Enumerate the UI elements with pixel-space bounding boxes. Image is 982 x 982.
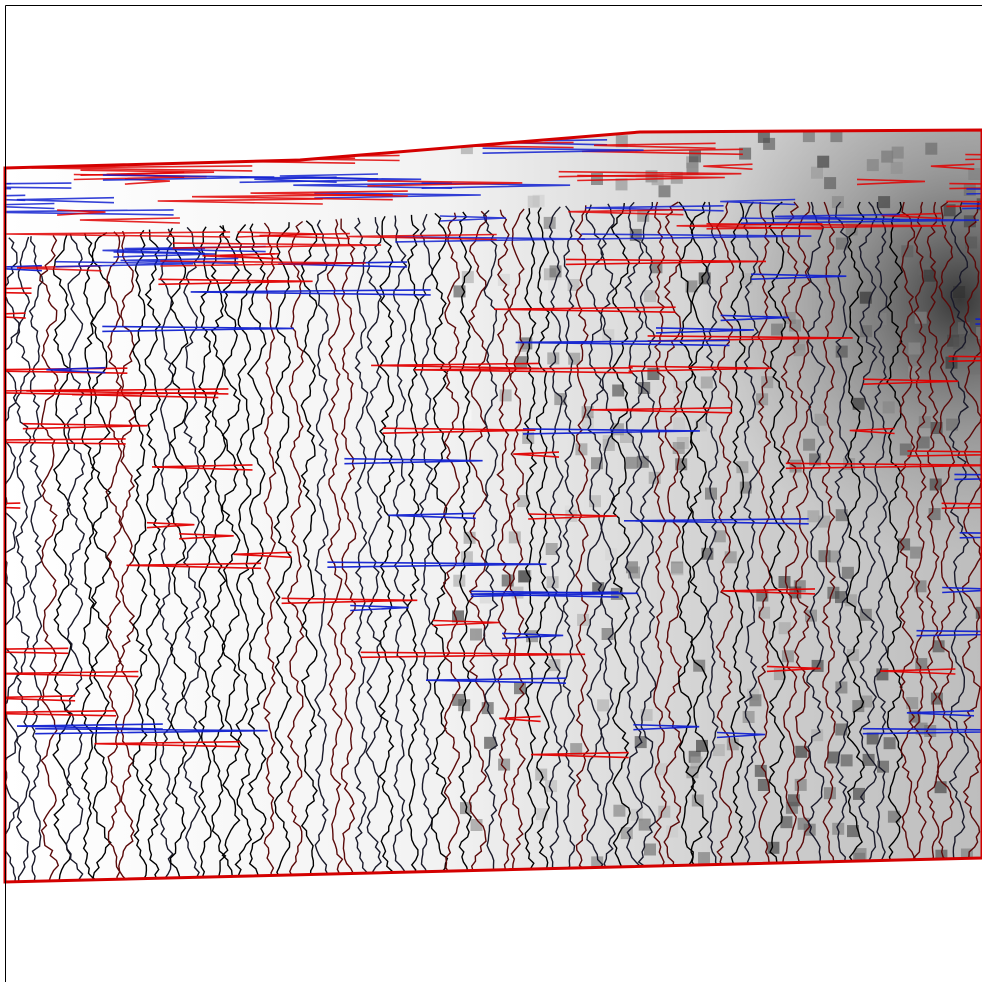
cell	[824, 177, 836, 189]
seismic-view	[0, 0, 982, 982]
cell	[698, 852, 710, 864]
cell	[736, 461, 748, 473]
cell	[898, 538, 910, 550]
cell	[925, 143, 937, 155]
cell	[794, 344, 806, 356]
cell	[727, 738, 739, 750]
cell	[644, 290, 656, 302]
cell	[692, 795, 704, 807]
cell	[883, 401, 895, 413]
cell	[577, 614, 589, 626]
cell	[965, 237, 977, 249]
cell	[855, 848, 867, 860]
cell	[528, 196, 540, 208]
cell	[502, 575, 514, 587]
cell	[639, 819, 651, 831]
cell	[946, 357, 958, 369]
cell	[767, 842, 779, 854]
cell	[671, 563, 683, 575]
cell	[779, 576, 791, 588]
cell	[515, 356, 527, 368]
cell	[842, 567, 854, 579]
page: {} (() => { const data = JSON.parse(docu…	[0, 0, 982, 982]
cell	[498, 759, 510, 771]
cell	[815, 414, 827, 426]
cell	[817, 156, 829, 168]
cell	[811, 729, 823, 741]
cell	[547, 352, 559, 364]
cell	[933, 640, 945, 652]
cell	[807, 510, 819, 522]
cell	[836, 509, 848, 521]
cell	[884, 737, 896, 749]
cell	[626, 457, 638, 469]
cell	[881, 151, 893, 163]
image-band	[0, 120, 982, 890]
cell	[461, 551, 473, 563]
cell	[673, 381, 685, 393]
cell	[953, 337, 965, 349]
cell	[906, 697, 918, 709]
cell	[637, 210, 649, 222]
cell	[602, 628, 614, 640]
cell	[891, 162, 903, 174]
cell	[795, 779, 807, 791]
cell	[867, 159, 879, 171]
cell	[725, 551, 737, 563]
cell	[644, 844, 656, 856]
cell	[565, 510, 577, 522]
cell	[689, 150, 701, 162]
cell	[453, 575, 465, 587]
cell	[819, 550, 831, 562]
cell	[470, 629, 482, 641]
cell	[908, 343, 920, 355]
cell	[500, 389, 512, 401]
cell	[673, 417, 685, 429]
cell	[591, 173, 603, 185]
cell	[756, 393, 768, 405]
cell	[935, 781, 947, 793]
cell	[659, 185, 671, 197]
cell	[568, 353, 580, 365]
cell	[910, 547, 922, 559]
cell	[597, 699, 609, 711]
cell	[763, 138, 775, 150]
cell	[673, 442, 685, 454]
cell	[924, 270, 936, 282]
cell	[613, 805, 625, 817]
cell	[637, 456, 649, 468]
cell	[824, 787, 836, 799]
cell	[878, 196, 890, 208]
cell	[518, 571, 530, 583]
cell	[546, 543, 558, 555]
cell	[509, 531, 521, 543]
cell	[892, 147, 904, 159]
cell	[471, 819, 483, 831]
cell	[498, 274, 510, 286]
cell	[835, 682, 847, 694]
cell	[803, 439, 815, 451]
cell	[841, 754, 853, 766]
cell	[811, 167, 823, 179]
cell	[701, 377, 713, 389]
cell	[827, 752, 839, 764]
